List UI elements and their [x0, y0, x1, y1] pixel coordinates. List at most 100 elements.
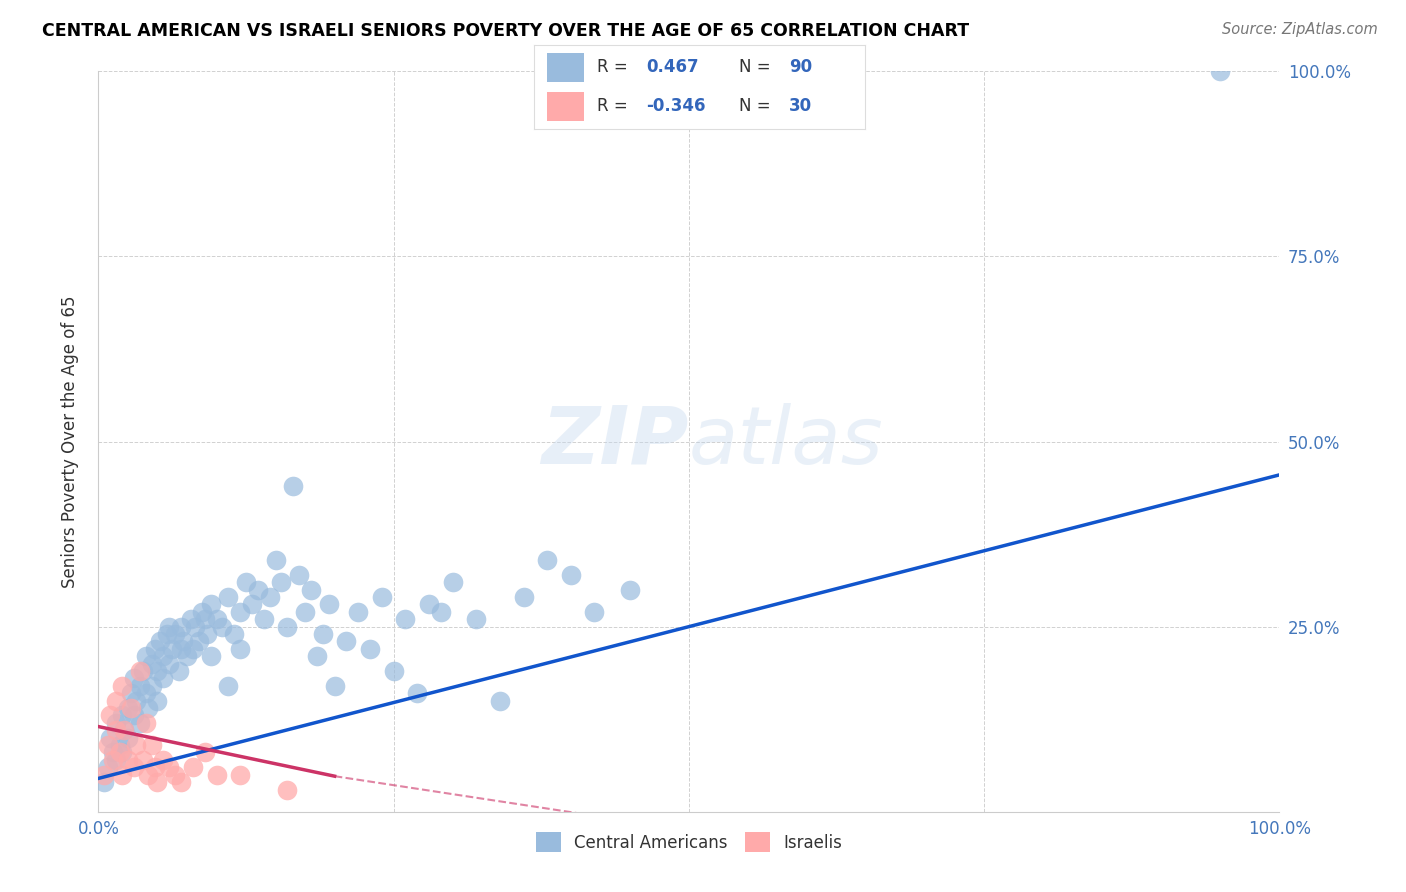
- FancyBboxPatch shape: [547, 54, 583, 82]
- Point: [108, 746, 131, 760]
- Point: [170, 775, 193, 789]
- Point: [335, 634, 357, 648]
- Text: Source: ZipAtlas.com: Source: ZipAtlas.com: [1222, 22, 1378, 37]
- Point: [122, 760, 145, 774]
- Point: [323, 679, 346, 693]
- Point: [195, 627, 218, 641]
- Point: [160, 641, 183, 656]
- Point: [165, 767, 187, 781]
- Point: [121, 701, 143, 715]
- Point: [246, 582, 269, 597]
- Text: 90: 90: [789, 59, 811, 77]
- Point: [156, 627, 179, 641]
- Point: [180, 612, 202, 626]
- Point: [111, 708, 134, 723]
- Point: [253, 612, 276, 626]
- Point: [217, 590, 239, 604]
- Point: [132, 664, 155, 678]
- Point: [229, 641, 252, 656]
- Text: -0.346: -0.346: [647, 97, 706, 115]
- Text: CENTRAL AMERICAN VS ISRAELI SENIORS POVERTY OVER THE AGE OF 65 CORRELATION CHART: CENTRAL AMERICAN VS ISRAELI SENIORS POVE…: [42, 22, 969, 40]
- Point: [117, 701, 139, 715]
- Point: [117, 731, 139, 745]
- Point: [128, 679, 150, 693]
- Text: R =: R =: [598, 59, 633, 77]
- Point: [146, 664, 169, 678]
- Point: [270, 575, 292, 590]
- Point: [105, 723, 128, 738]
- Point: [111, 679, 134, 693]
- Y-axis label: Seniors Poverty Over the Age of 65: Seniors Poverty Over the Age of 65: [60, 295, 79, 588]
- FancyBboxPatch shape: [547, 92, 583, 120]
- Point: [259, 590, 281, 604]
- Text: 30: 30: [789, 97, 811, 115]
- Text: 0.467: 0.467: [647, 59, 699, 77]
- Point: [122, 672, 145, 686]
- Point: [157, 760, 180, 774]
- Point: [149, 634, 172, 648]
- Point: [97, 760, 120, 774]
- Point: [200, 598, 222, 612]
- Point: [288, 567, 311, 582]
- Point: [181, 760, 204, 774]
- Point: [1209, 64, 1232, 78]
- Point: [117, 753, 139, 767]
- Point: [184, 619, 207, 633]
- Point: [318, 598, 340, 612]
- Point: [105, 694, 128, 708]
- Point: [101, 746, 124, 760]
- Point: [205, 767, 228, 781]
- Point: [583, 605, 606, 619]
- Point: [170, 641, 193, 656]
- Point: [394, 612, 416, 626]
- Point: [560, 567, 582, 582]
- Point: [187, 634, 209, 648]
- Point: [132, 753, 155, 767]
- Point: [141, 657, 163, 671]
- Point: [146, 775, 169, 789]
- Point: [465, 612, 488, 626]
- Point: [157, 619, 180, 633]
- Point: [305, 649, 328, 664]
- Point: [406, 686, 429, 700]
- Point: [176, 649, 198, 664]
- Point: [229, 767, 252, 781]
- Point: [128, 715, 150, 730]
- Point: [167, 664, 190, 678]
- Point: [347, 605, 370, 619]
- Point: [112, 723, 135, 738]
- Point: [111, 746, 134, 760]
- Point: [122, 708, 145, 723]
- Point: [108, 738, 131, 752]
- Point: [371, 590, 394, 604]
- Text: atlas: atlas: [689, 402, 884, 481]
- Point: [264, 553, 287, 567]
- Point: [299, 582, 322, 597]
- Point: [224, 627, 246, 641]
- Point: [276, 782, 298, 797]
- Text: R =: R =: [598, 97, 633, 115]
- Point: [152, 649, 174, 664]
- Point: [194, 746, 217, 760]
- Point: [200, 649, 222, 664]
- Point: [205, 612, 228, 626]
- Point: [489, 694, 512, 708]
- Point: [97, 738, 120, 752]
- Point: [98, 708, 121, 723]
- Point: [235, 575, 257, 590]
- Point: [229, 605, 252, 619]
- Point: [101, 753, 124, 767]
- Text: N =: N =: [740, 97, 776, 115]
- Point: [141, 738, 163, 752]
- Point: [211, 619, 233, 633]
- Point: [359, 641, 381, 656]
- Point: [112, 723, 135, 738]
- Legend: Central Americans, Israelis: Central Americans, Israelis: [530, 825, 848, 859]
- Text: ZIP: ZIP: [541, 402, 689, 481]
- Point: [512, 590, 534, 604]
- Point: [111, 767, 134, 781]
- Point: [294, 605, 316, 619]
- Point: [418, 598, 440, 612]
- Point: [93, 775, 115, 789]
- Point: [93, 767, 115, 781]
